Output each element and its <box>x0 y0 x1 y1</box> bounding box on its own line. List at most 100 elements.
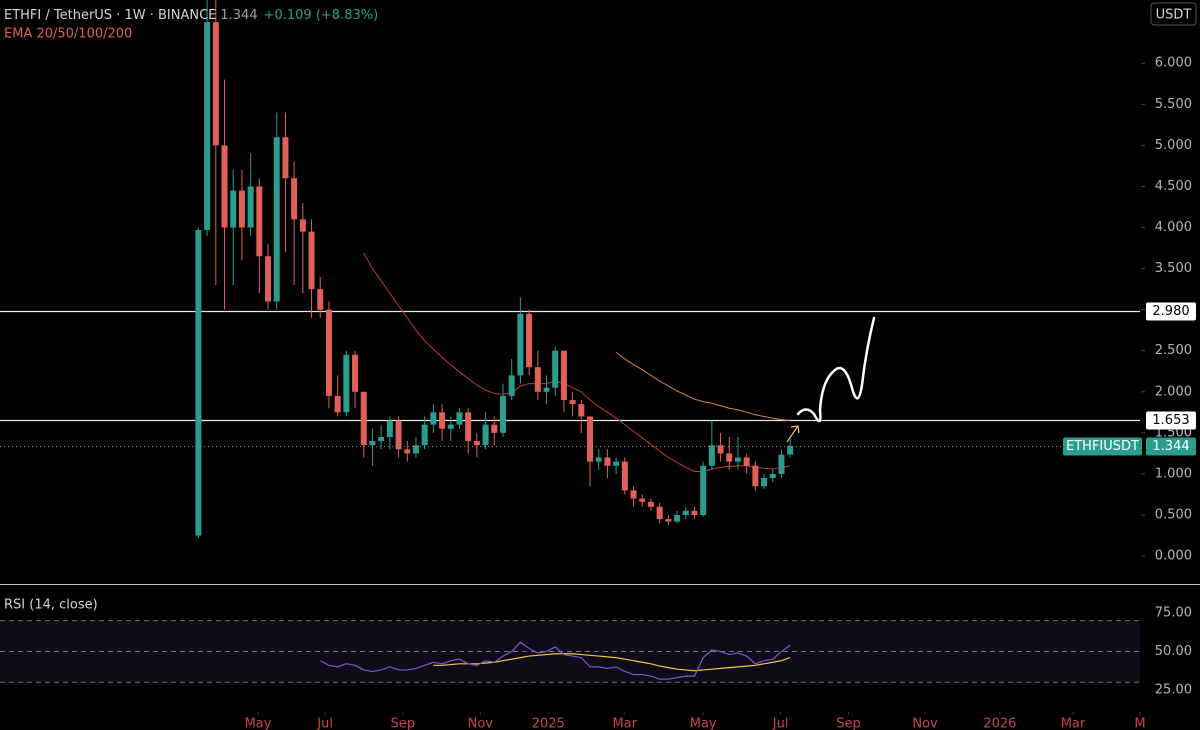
x-tick-label: Jul <box>772 717 789 730</box>
candle-body <box>787 445 794 455</box>
candle-body <box>534 367 541 392</box>
y-tick-label: 5.500 <box>1155 97 1192 112</box>
x-tick-label: May <box>245 717 272 730</box>
header-change: +0.109 (+8.83%) <box>264 8 379 23</box>
candle-body <box>386 420 393 437</box>
x-tick-label: Mar <box>1061 717 1086 730</box>
candle-body <box>647 501 654 507</box>
overlay: 0.0000.5001.0001.5002.0002.5003.0003.500… <box>245 56 1196 730</box>
level-label: 1.653 <box>1152 413 1189 428</box>
price-plot <box>0 0 1140 539</box>
x-tick-label: Sep <box>391 717 416 730</box>
candle-body <box>352 354 359 392</box>
candle-body <box>761 478 768 487</box>
candle-body <box>499 395 506 433</box>
candle-body <box>308 231 315 290</box>
symbol-label: ETHFIUSDT <box>1066 439 1139 454</box>
candle-body <box>560 350 567 401</box>
candle-body <box>734 457 741 462</box>
last-price-tag <box>1146 437 1196 456</box>
yellow-arrow <box>786 425 800 443</box>
candle-body <box>569 400 576 405</box>
rsi-title: RSI (14, close) <box>4 598 98 613</box>
candle-body <box>604 457 611 466</box>
candle-body <box>743 457 750 466</box>
symbol-title: ETHFI / TetherUS · 1W · BINANCE <box>4 8 216 23</box>
candle-body <box>778 454 785 474</box>
candle-body <box>273 137 280 302</box>
candle-body <box>473 441 480 446</box>
candle-body <box>395 420 402 450</box>
y-tick-label: 4.500 <box>1155 179 1192 194</box>
hand-drawing <box>796 316 876 423</box>
candle-body <box>378 436 385 442</box>
candle-body <box>291 178 298 220</box>
symbol-tag <box>1063 437 1142 456</box>
x-tick-label: Sep <box>836 717 861 730</box>
candle-body <box>412 445 419 454</box>
candle-body <box>491 424 498 433</box>
y-tick-label: 2.500 <box>1155 343 1192 358</box>
candle-body <box>299 219 306 232</box>
candle-body <box>656 506 663 520</box>
rsi-tick-label: 50.00 <box>1155 644 1192 659</box>
candle-body <box>508 375 515 396</box>
candle-body <box>482 424 489 446</box>
candle-body <box>639 498 646 502</box>
candle-body <box>456 412 463 425</box>
candle-body <box>674 515 681 522</box>
x-tick-label: May <box>690 717 717 730</box>
candle-body <box>682 510 689 516</box>
candle-body <box>552 350 559 388</box>
y-tick-label: 3.500 <box>1155 261 1192 276</box>
candle-body <box>247 186 254 228</box>
x-tick-label: Mar <box>613 717 638 730</box>
candle-body <box>343 354 350 413</box>
y-tick-label: 1.000 <box>1155 466 1192 481</box>
candle-body <box>691 510 698 516</box>
candle-body <box>334 395 341 413</box>
candle-body <box>317 289 324 310</box>
header-price: 1.344 <box>220 8 257 23</box>
indicator-label: EMA 20/50/100/200 <box>4 27 132 42</box>
candle-body <box>769 473 776 479</box>
candle-body <box>282 137 289 179</box>
candle-body <box>613 461 620 466</box>
last-price-label: 1.344 <box>1152 439 1189 454</box>
x-tick-label: Nov <box>912 717 938 730</box>
level-tag <box>1146 302 1196 321</box>
level-tag <box>1146 411 1196 430</box>
candle-body <box>465 412 472 442</box>
x-tick-label: 2025 <box>532 717 565 730</box>
candle-body <box>752 465 759 487</box>
ema-line <box>615 351 791 422</box>
candle-body <box>700 465 707 516</box>
x-tick-label: 2026 <box>983 717 1016 730</box>
candle-body <box>621 461 628 491</box>
y-tick-label: 2.000 <box>1155 384 1192 399</box>
candle-body <box>630 490 637 499</box>
candle-body <box>238 190 245 228</box>
currency-label[interactable]: USDT <box>1156 8 1192 23</box>
x-tick-label: M <box>1134 717 1145 730</box>
currency-button[interactable] <box>1150 2 1197 26</box>
candle-body <box>369 441 376 446</box>
level-label: 2.980 <box>1152 304 1189 319</box>
candle-body <box>543 387 550 392</box>
candle-body <box>526 313 533 368</box>
candle-body <box>430 412 437 425</box>
rsi-plot <box>0 620 1140 683</box>
candle-body <box>404 449 411 454</box>
candle-body <box>595 457 602 462</box>
candle-body <box>325 309 332 396</box>
candle-body <box>221 145 228 228</box>
rsi-line <box>319 641 791 680</box>
candle-body <box>195 229 202 536</box>
candle-body <box>717 445 724 454</box>
candle-body <box>360 391 367 446</box>
y-tick-label: 6.000 <box>1155 56 1192 71</box>
y-tick-label: 0.000 <box>1155 549 1192 564</box>
candle-body <box>578 404 585 417</box>
candle-body <box>265 256 272 302</box>
